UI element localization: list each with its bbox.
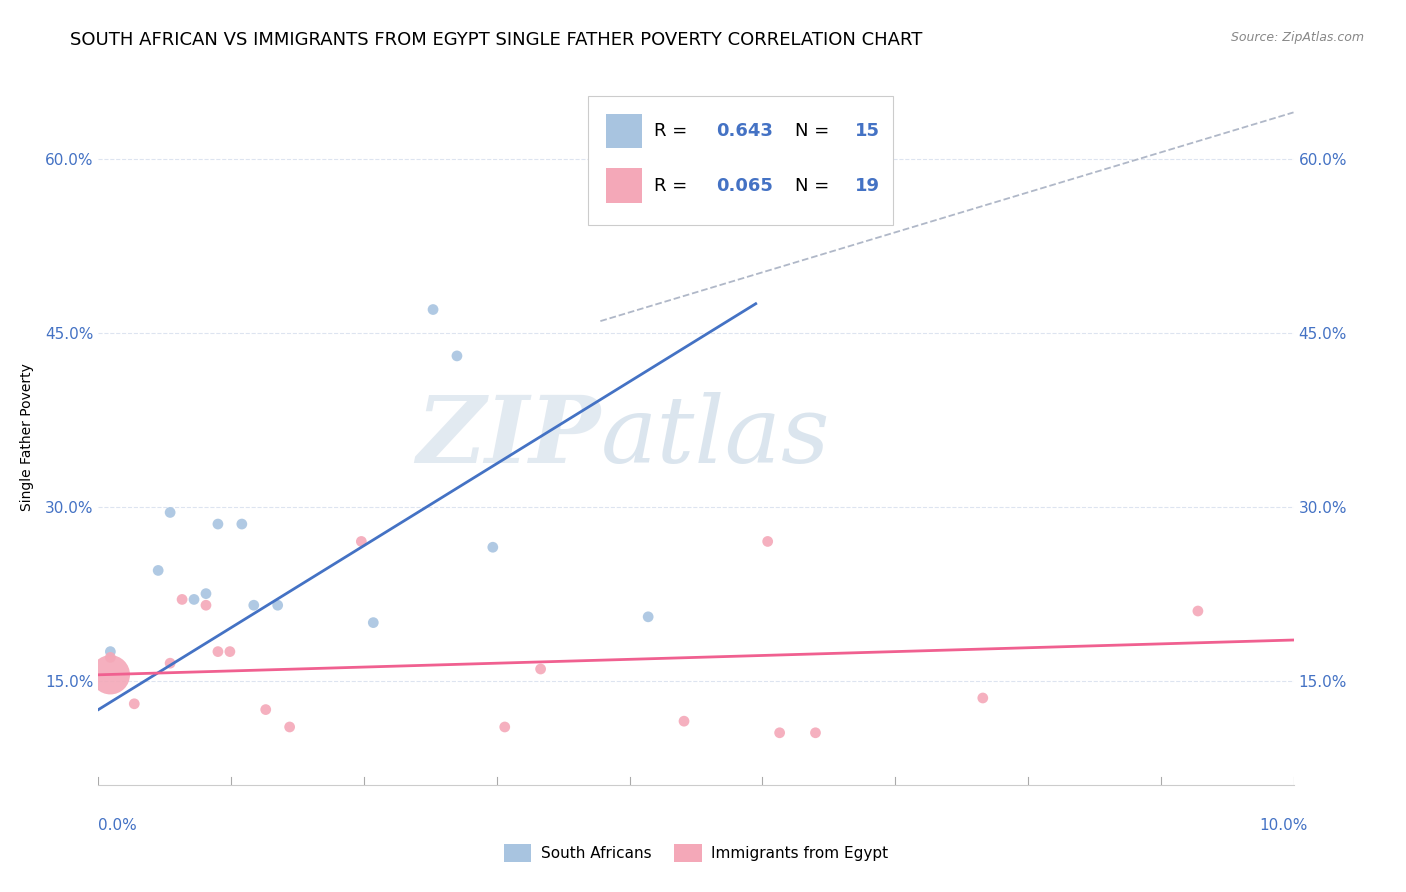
Point: [254, 703, 277, 717]
Legend: South Africans, Immigrants from Egypt: South Africans, Immigrants from Egypt: [498, 838, 894, 868]
Text: Source: ZipAtlas.com: Source: ZipAtlas.com: [1230, 31, 1364, 45]
Point: [267, 598, 290, 612]
Point: [446, 349, 468, 363]
Point: [183, 592, 205, 607]
Text: 0.0%: 0.0%: [98, 818, 138, 832]
Point: [159, 657, 181, 671]
Point: [769, 726, 792, 740]
Point: [100, 644, 122, 658]
Point: [243, 598, 266, 612]
Point: [1187, 604, 1209, 618]
Point: [207, 517, 229, 532]
Point: [172, 592, 194, 607]
Text: N =: N =: [796, 177, 835, 194]
Point: [721, 175, 744, 189]
Text: 0.065: 0.065: [716, 177, 773, 194]
Point: [804, 726, 827, 740]
Text: R =: R =: [654, 177, 693, 194]
Text: 10.0%: 10.0%: [1260, 818, 1308, 832]
Point: [100, 650, 122, 665]
Point: [350, 534, 373, 549]
Point: [756, 534, 779, 549]
Point: [637, 610, 659, 624]
Text: 19: 19: [855, 177, 880, 194]
Y-axis label: Single Father Poverty: Single Father Poverty: [20, 363, 34, 511]
Text: 15: 15: [855, 122, 880, 140]
FancyBboxPatch shape: [588, 96, 893, 225]
Text: 0.643: 0.643: [716, 122, 773, 140]
Text: N =: N =: [796, 122, 835, 140]
Point: [278, 720, 301, 734]
Point: [148, 564, 170, 578]
Point: [972, 690, 994, 705]
Point: [195, 587, 218, 601]
Point: [363, 615, 385, 630]
Point: [481, 540, 505, 554]
Point: [231, 517, 253, 532]
Text: ZIP: ZIP: [416, 392, 600, 482]
Point: [422, 302, 444, 317]
Text: atlas: atlas: [600, 392, 830, 482]
Text: R =: R =: [654, 122, 693, 140]
Point: [207, 644, 229, 658]
Text: SOUTH AFRICAN VS IMMIGRANTS FROM EGYPT SINGLE FATHER POVERTY CORRELATION CHART: SOUTH AFRICAN VS IMMIGRANTS FROM EGYPT S…: [70, 31, 922, 49]
FancyBboxPatch shape: [606, 169, 643, 203]
Point: [100, 667, 122, 681]
Point: [219, 644, 242, 658]
Point: [494, 720, 516, 734]
Point: [673, 714, 696, 728]
Point: [195, 598, 218, 612]
FancyBboxPatch shape: [606, 113, 643, 148]
Point: [159, 505, 181, 519]
Point: [529, 662, 551, 676]
Point: [124, 697, 146, 711]
